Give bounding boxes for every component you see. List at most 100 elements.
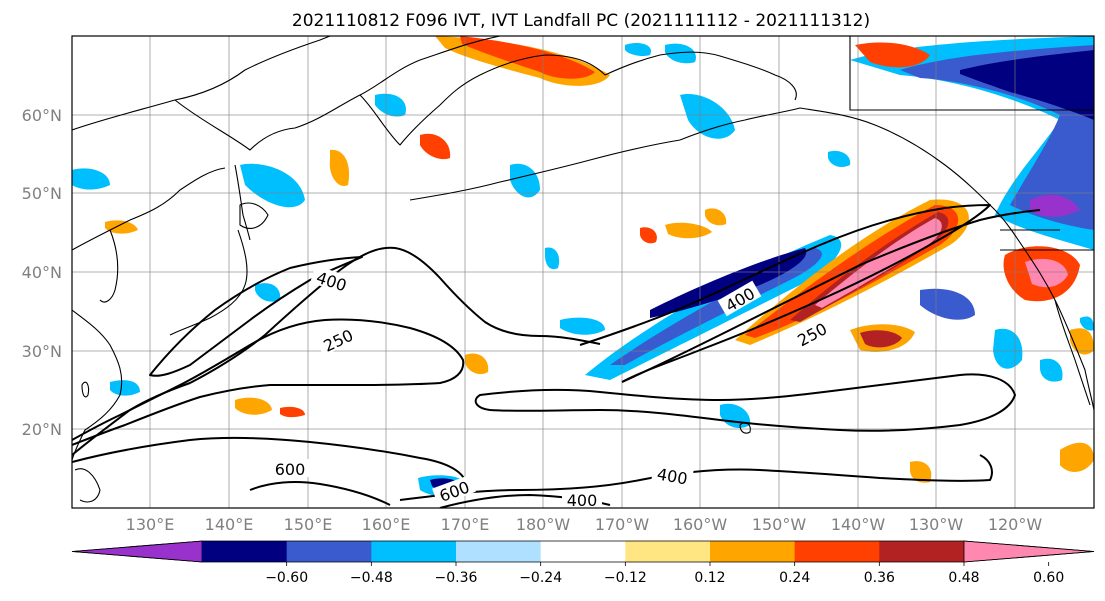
shade-patch-8 xyxy=(72,168,110,190)
taiwan-coast xyxy=(81,381,90,398)
colorbar-tick-label: −0.24 xyxy=(519,570,562,586)
shade-canada-negative-purple xyxy=(1030,194,1080,217)
shade-patch-1 xyxy=(920,288,975,320)
shade-patch-12 xyxy=(828,150,851,168)
colorbar-tick-label: 0.60 xyxy=(1033,570,1064,586)
map-plot-area: 400 250 600 600 400 400 400 250 xyxy=(72,36,1094,510)
shade-negative-band-dark xyxy=(650,248,807,318)
shade-patch-17 xyxy=(110,380,140,396)
lon-label: 160°W xyxy=(673,515,728,534)
contour-400-large xyxy=(72,246,601,456)
colorbar-swatch xyxy=(625,541,711,562)
colorbar-tick-label: 0.12 xyxy=(694,570,725,586)
coastlines xyxy=(72,36,1094,503)
state-borders xyxy=(849,36,1094,251)
lat-label: 50°N xyxy=(22,184,62,203)
shade-patch-13 xyxy=(640,227,657,244)
lon-label: 140°E xyxy=(205,515,254,534)
lon-label: 140°W xyxy=(831,515,886,534)
shade-patch-26 xyxy=(545,247,560,270)
contour-600-south xyxy=(249,481,391,506)
colorbar-tick-label: −0.48 xyxy=(350,570,393,586)
lon-label: 180°W xyxy=(516,515,571,534)
colorbar-tick-label: 0.36 xyxy=(864,570,895,586)
colorbar-tick-label: −0.12 xyxy=(604,570,647,586)
shade-patch-5 xyxy=(329,149,350,186)
colorbar-swatch xyxy=(879,541,965,562)
lon-label: 130°E xyxy=(126,515,175,534)
shade-patch-10 xyxy=(680,94,735,139)
lon-label: 170°E xyxy=(441,515,490,534)
latitude-labels: 60°N 50°N 40°N 30°N 20°N xyxy=(22,106,62,439)
asia-east-coast xyxy=(72,167,226,251)
contour-600-west xyxy=(72,436,466,481)
shade-patch-9 xyxy=(105,220,138,234)
shade-patch-31 xyxy=(465,353,489,375)
colorbar-tick-label: −0.60 xyxy=(265,570,308,586)
shade-patch-30 xyxy=(255,283,281,302)
colorbar-tick-label: 0.24 xyxy=(779,570,810,586)
shade-patch-29 xyxy=(705,208,727,226)
lat-label: 30°N xyxy=(22,342,62,361)
colorbar-extend-low xyxy=(71,540,203,563)
lon-label: 130°W xyxy=(909,515,964,534)
shade-patch-24 xyxy=(1080,316,1094,331)
alaska-south-coast xyxy=(679,107,996,211)
map-title: 2021110812 F096 IVT, IVT Landfall PC (20… xyxy=(292,11,870,31)
shade-patch-27 xyxy=(625,43,651,57)
shade-patch-4 xyxy=(510,163,540,198)
shade-canada-negative-dark xyxy=(960,50,1094,120)
colorbar-swatch xyxy=(202,541,288,562)
colorbar-swatch xyxy=(456,541,542,562)
lat-label: 40°N xyxy=(22,263,62,282)
lon-label: 170°W xyxy=(595,515,650,534)
alaska-west-coast xyxy=(604,51,797,101)
lon-label: 160°E xyxy=(362,515,411,534)
shade-patch-3 xyxy=(560,317,605,335)
sakhalin-coast xyxy=(234,164,251,241)
shade-patch-28 xyxy=(665,43,696,64)
colorbar-extend-high xyxy=(963,540,1095,563)
ivt-contours xyxy=(72,204,1041,508)
japan-honshu-coast xyxy=(169,229,248,336)
lon-label: 150°W xyxy=(752,515,807,534)
kamchatka-coast xyxy=(359,54,606,146)
shade-kamchatka-positive-core xyxy=(460,36,595,79)
china-coast xyxy=(72,309,123,461)
shade-mid-positive-core xyxy=(860,330,902,348)
longitude-labels: 130°E 140°E 150°E 160°E 170°E 180°W 170°… xyxy=(126,515,1043,534)
contour-250-east xyxy=(621,209,1041,383)
korea-coast xyxy=(99,229,119,303)
shade-patch-7 xyxy=(240,163,305,208)
colorbar-swatch xyxy=(540,541,626,562)
lon-label: 150°E xyxy=(284,515,333,534)
contour-label: 600 xyxy=(275,460,306,479)
shade-patch-6 xyxy=(420,133,451,160)
contour-label: 400 xyxy=(567,491,598,510)
contour-400-south xyxy=(399,454,993,501)
contour-400-mid xyxy=(474,373,1016,432)
asia-coast xyxy=(72,36,331,131)
contour-label-group: 400 250 600 600 400 400 400 250 xyxy=(270,265,834,510)
shade-alaska-positive xyxy=(855,42,930,68)
contour-250-west xyxy=(72,318,465,446)
shade-patch-21 xyxy=(910,461,932,483)
shade-patch-25 xyxy=(1040,358,1063,382)
lat-label: 60°N xyxy=(22,106,62,125)
colorbar: −0.60 −0.48 −0.36 −0.24 −0.12 0.12 0.24 0.36 0.4… xyxy=(71,540,1095,586)
colorbar-swatch xyxy=(371,541,457,562)
map-frame xyxy=(71,35,1095,509)
contour-400-east xyxy=(579,204,991,383)
japan-hokkaido-coast xyxy=(239,202,269,229)
colorbar-tick-label: −0.36 xyxy=(435,570,478,586)
colorbar-swatch xyxy=(794,541,880,562)
philippines-coast xyxy=(74,468,101,503)
contour-400-west xyxy=(149,256,363,377)
colorbar-swatch xyxy=(286,541,372,562)
sea-of-okhotsk-coast xyxy=(174,36,501,151)
shade-patch-22 xyxy=(1060,442,1094,472)
shade-patch-16 xyxy=(280,406,305,418)
shade-patch-15 xyxy=(235,397,272,415)
ivt-shading xyxy=(72,36,1094,497)
